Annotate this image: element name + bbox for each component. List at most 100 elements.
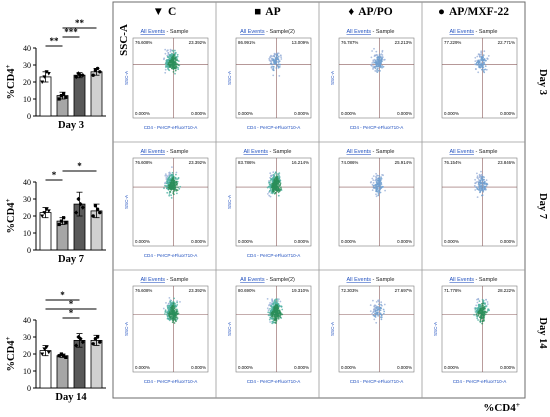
cell-event [477, 63, 480, 66]
cell-event [167, 303, 170, 305]
cell-event [171, 53, 174, 55]
y-axis-label: %CD4+ [4, 65, 17, 100]
cell-event [375, 306, 378, 309]
cell-event [376, 54, 379, 57]
cell-event [373, 305, 375, 307]
group-name: AP/PO [358, 6, 393, 18]
y-axis-label-sup: + [4, 199, 12, 203]
cell-event [277, 52, 280, 55]
cell-event [476, 298, 478, 301]
flow-plot: All Events - Sample 76.154% 23.846% 0.000% 0… [441, 149, 518, 247]
cell-event [486, 57, 489, 60]
cell-event [179, 185, 182, 188]
cell-event [168, 60, 171, 62]
cell-event [481, 194, 483, 197]
cell-event [167, 182, 170, 185]
y-tick-label: 30 [23, 333, 31, 342]
cell-event [484, 188, 487, 191]
quadrant-bottom-right-percent: 0.000% [191, 365, 206, 370]
cell-event [172, 190, 175, 193]
cell-event [377, 194, 380, 197]
cell-event [272, 54, 275, 57]
quadrant-top-left-percent: 71.778% [444, 288, 461, 293]
data-point [74, 343, 79, 348]
cell-event [275, 320, 278, 322]
quadrant-top-left-percent: 72.303% [341, 288, 358, 293]
flow-plot: All Events - Sample(2) 80.690% 19.310% 0.00… [227, 277, 312, 384]
cell-event [173, 188, 176, 191]
cell-event [480, 170, 482, 173]
cell-event [272, 186, 274, 189]
cell-event [169, 183, 172, 185]
group-symbol: ■ [254, 6, 261, 18]
cell-event [172, 187, 175, 190]
cell-event [165, 177, 168, 179]
flow-plot: All Events - Sample 76.608% 23.392% 0.000% 0… [124, 29, 209, 130]
cell-event [166, 180, 168, 183]
flow-plot: All Events - Sample 83.786% 16.214% 0.000% 0… [227, 149, 312, 258]
cell-event [378, 183, 380, 186]
cell-event [271, 192, 274, 195]
cell-event [267, 314, 270, 317]
flow-plot: All Events - Sample 77.229% 22.771% 0.000% 0… [441, 29, 518, 119]
cell-event [278, 66, 281, 68]
cell-event [482, 183, 484, 185]
cell-event [168, 297, 171, 299]
data-point [95, 207, 100, 211]
cell-event [480, 314, 482, 317]
cell-event [267, 193, 269, 195]
cell-event [277, 61, 280, 64]
quadrant-bottom-left-percent: 0.000% [135, 111, 150, 116]
plot-header: All Events - Sample(2) [240, 277, 295, 283]
cell-event [485, 179, 488, 182]
cell-event [278, 190, 281, 193]
cell-event [166, 188, 169, 190]
cell-event [276, 300, 279, 302]
day-label: Day 14 [55, 392, 87, 403]
cell-event [377, 65, 380, 68]
y-axis-label: %CD4+ [4, 337, 17, 372]
cell-event [165, 178, 168, 181]
cell-event [171, 321, 174, 324]
cell-event [176, 312, 178, 315]
cell-event [167, 317, 169, 320]
data-point [64, 221, 68, 225]
quadrant-top-right-percent: 16.214% [292, 160, 309, 165]
bar [56, 355, 69, 389]
cell-event [174, 176, 177, 179]
cell-event [277, 309, 279, 312]
cell-event [169, 48, 172, 51]
cell-event [478, 173, 481, 176]
cell-event [171, 308, 174, 310]
cell-event [172, 193, 175, 196]
cell-event [274, 182, 277, 185]
cell-event [163, 57, 166, 60]
cell-event [379, 191, 382, 194]
cell-event [480, 53, 483, 56]
plot-y-axis-label: SSC-A [124, 194, 129, 209]
group-symbol: ♦ [348, 6, 354, 18]
cell-event [269, 316, 272, 319]
bar [90, 339, 103, 389]
cell-event [479, 175, 481, 178]
cell-event [375, 301, 378, 303]
cell-event [171, 166, 173, 169]
cell-event [173, 297, 176, 300]
cell-event [278, 75, 281, 77]
plot-header: All Events - Sample [346, 277, 394, 283]
cell-event [484, 306, 487, 308]
day-label: Day 3 [58, 120, 84, 131]
cell-event [482, 179, 485, 181]
plot-area [441, 37, 518, 119]
cell-event [475, 304, 478, 307]
cell-event [174, 49, 176, 52]
cell-event [268, 318, 271, 321]
cell-event [378, 56, 380, 59]
cell-event [275, 312, 278, 314]
cell-event [477, 309, 479, 312]
cell-event [171, 317, 174, 320]
cell-event [375, 310, 377, 312]
cell-event [167, 315, 169, 317]
cell-event [169, 191, 172, 193]
plot-events-link: All Events [243, 149, 268, 155]
